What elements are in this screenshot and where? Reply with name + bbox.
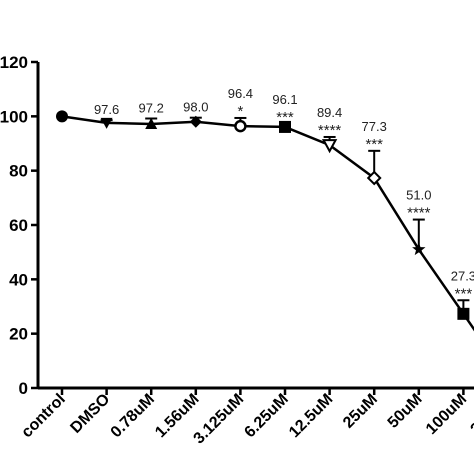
markers (56, 110, 470, 320)
y-tick-label: 120 (0, 53, 28, 72)
y-tick-label: 20 (9, 325, 28, 344)
marker-point (234, 119, 247, 133)
x-tick-label: 50uM (385, 391, 426, 432)
data-label: 77.3 (362, 119, 387, 134)
marker-point (279, 120, 291, 133)
marker-point (457, 307, 470, 320)
significance-label: **** (318, 122, 342, 139)
marker-point (321, 139, 338, 154)
significance-label: *** (455, 285, 473, 302)
data-label: 96.4 (228, 86, 253, 101)
marker-point (366, 170, 382, 186)
y-tick-label: 0 (19, 379, 28, 398)
y-tick-label: 80 (9, 162, 28, 181)
data-label: 51.0 (406, 188, 431, 203)
data-labels: 97.6 97.2 98.0 * 96.4 *** 96.1 **** 89.4 *** 77.3 *… (94, 86, 474, 302)
x-tick-label: DMSO (67, 391, 113, 437)
y-tick-label: 60 (9, 216, 28, 235)
data-label: 97.2 (139, 101, 164, 116)
data-label: 89.4 (317, 105, 342, 120)
significance-label: *** (276, 109, 294, 126)
marker-point (145, 117, 158, 129)
significance-label: * (237, 103, 243, 120)
y-ticks: 0 20 40 60 80 100 120 (0, 53, 38, 398)
significance-label: **** (407, 205, 431, 222)
data-label: 97.6 (94, 102, 119, 117)
x-tick-label: 12.5uM (286, 391, 336, 441)
x-tick-label: 25uM (340, 391, 381, 432)
x-tick-label: 6.25uM (241, 391, 291, 441)
x-tick-label: control (18, 391, 68, 441)
data-label: 27.3 (451, 268, 474, 283)
y-tick-label: 100 (0, 107, 28, 126)
marker-point (189, 115, 202, 128)
data-label: 98.0 (183, 100, 208, 115)
marker-point (100, 117, 113, 129)
marker-point (412, 242, 426, 256)
marker-point (56, 110, 68, 123)
x-tick-label: 200uM (468, 391, 474, 438)
series-line (61, 115, 474, 332)
x-ticks: controlDMSO0.78uM1.56uM3.125uM6.25uM12.5… (18, 388, 474, 447)
data-label: 96.1 (272, 92, 297, 107)
significance-label: *** (365, 136, 383, 153)
y-tick-label: 40 (9, 270, 28, 289)
x-tick-label: 0.78uM (108, 391, 158, 441)
series-line-group (61, 115, 474, 332)
x-tick-label: 100uM (423, 391, 470, 438)
